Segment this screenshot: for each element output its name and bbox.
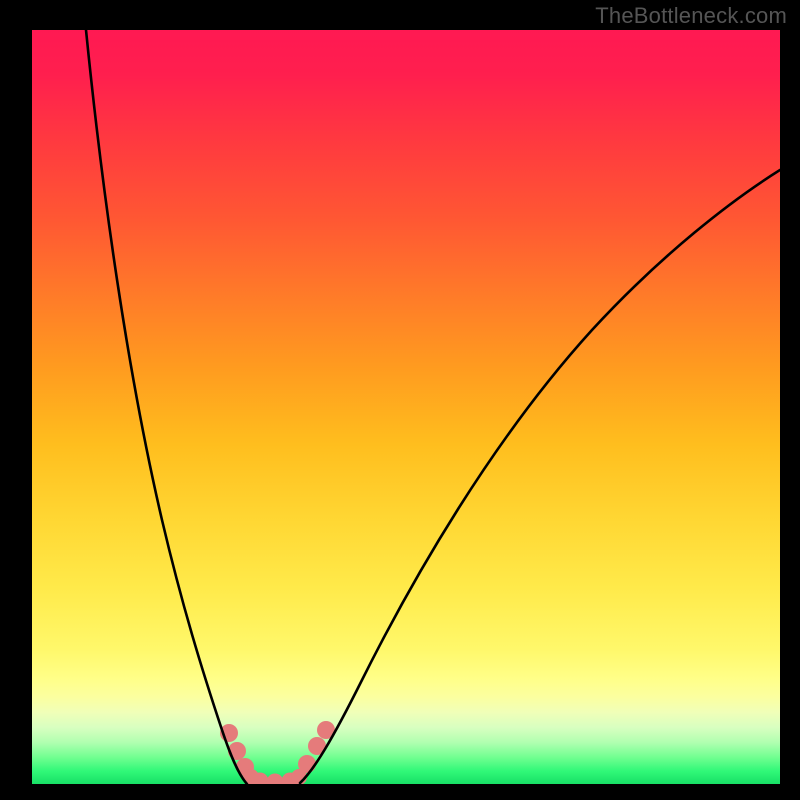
plot-area [32,30,780,784]
gradient-background [32,30,780,784]
chart-svg [32,30,780,784]
vertex-marker-dot [298,755,316,773]
watermark-text: TheBottleneck.com [595,3,787,29]
